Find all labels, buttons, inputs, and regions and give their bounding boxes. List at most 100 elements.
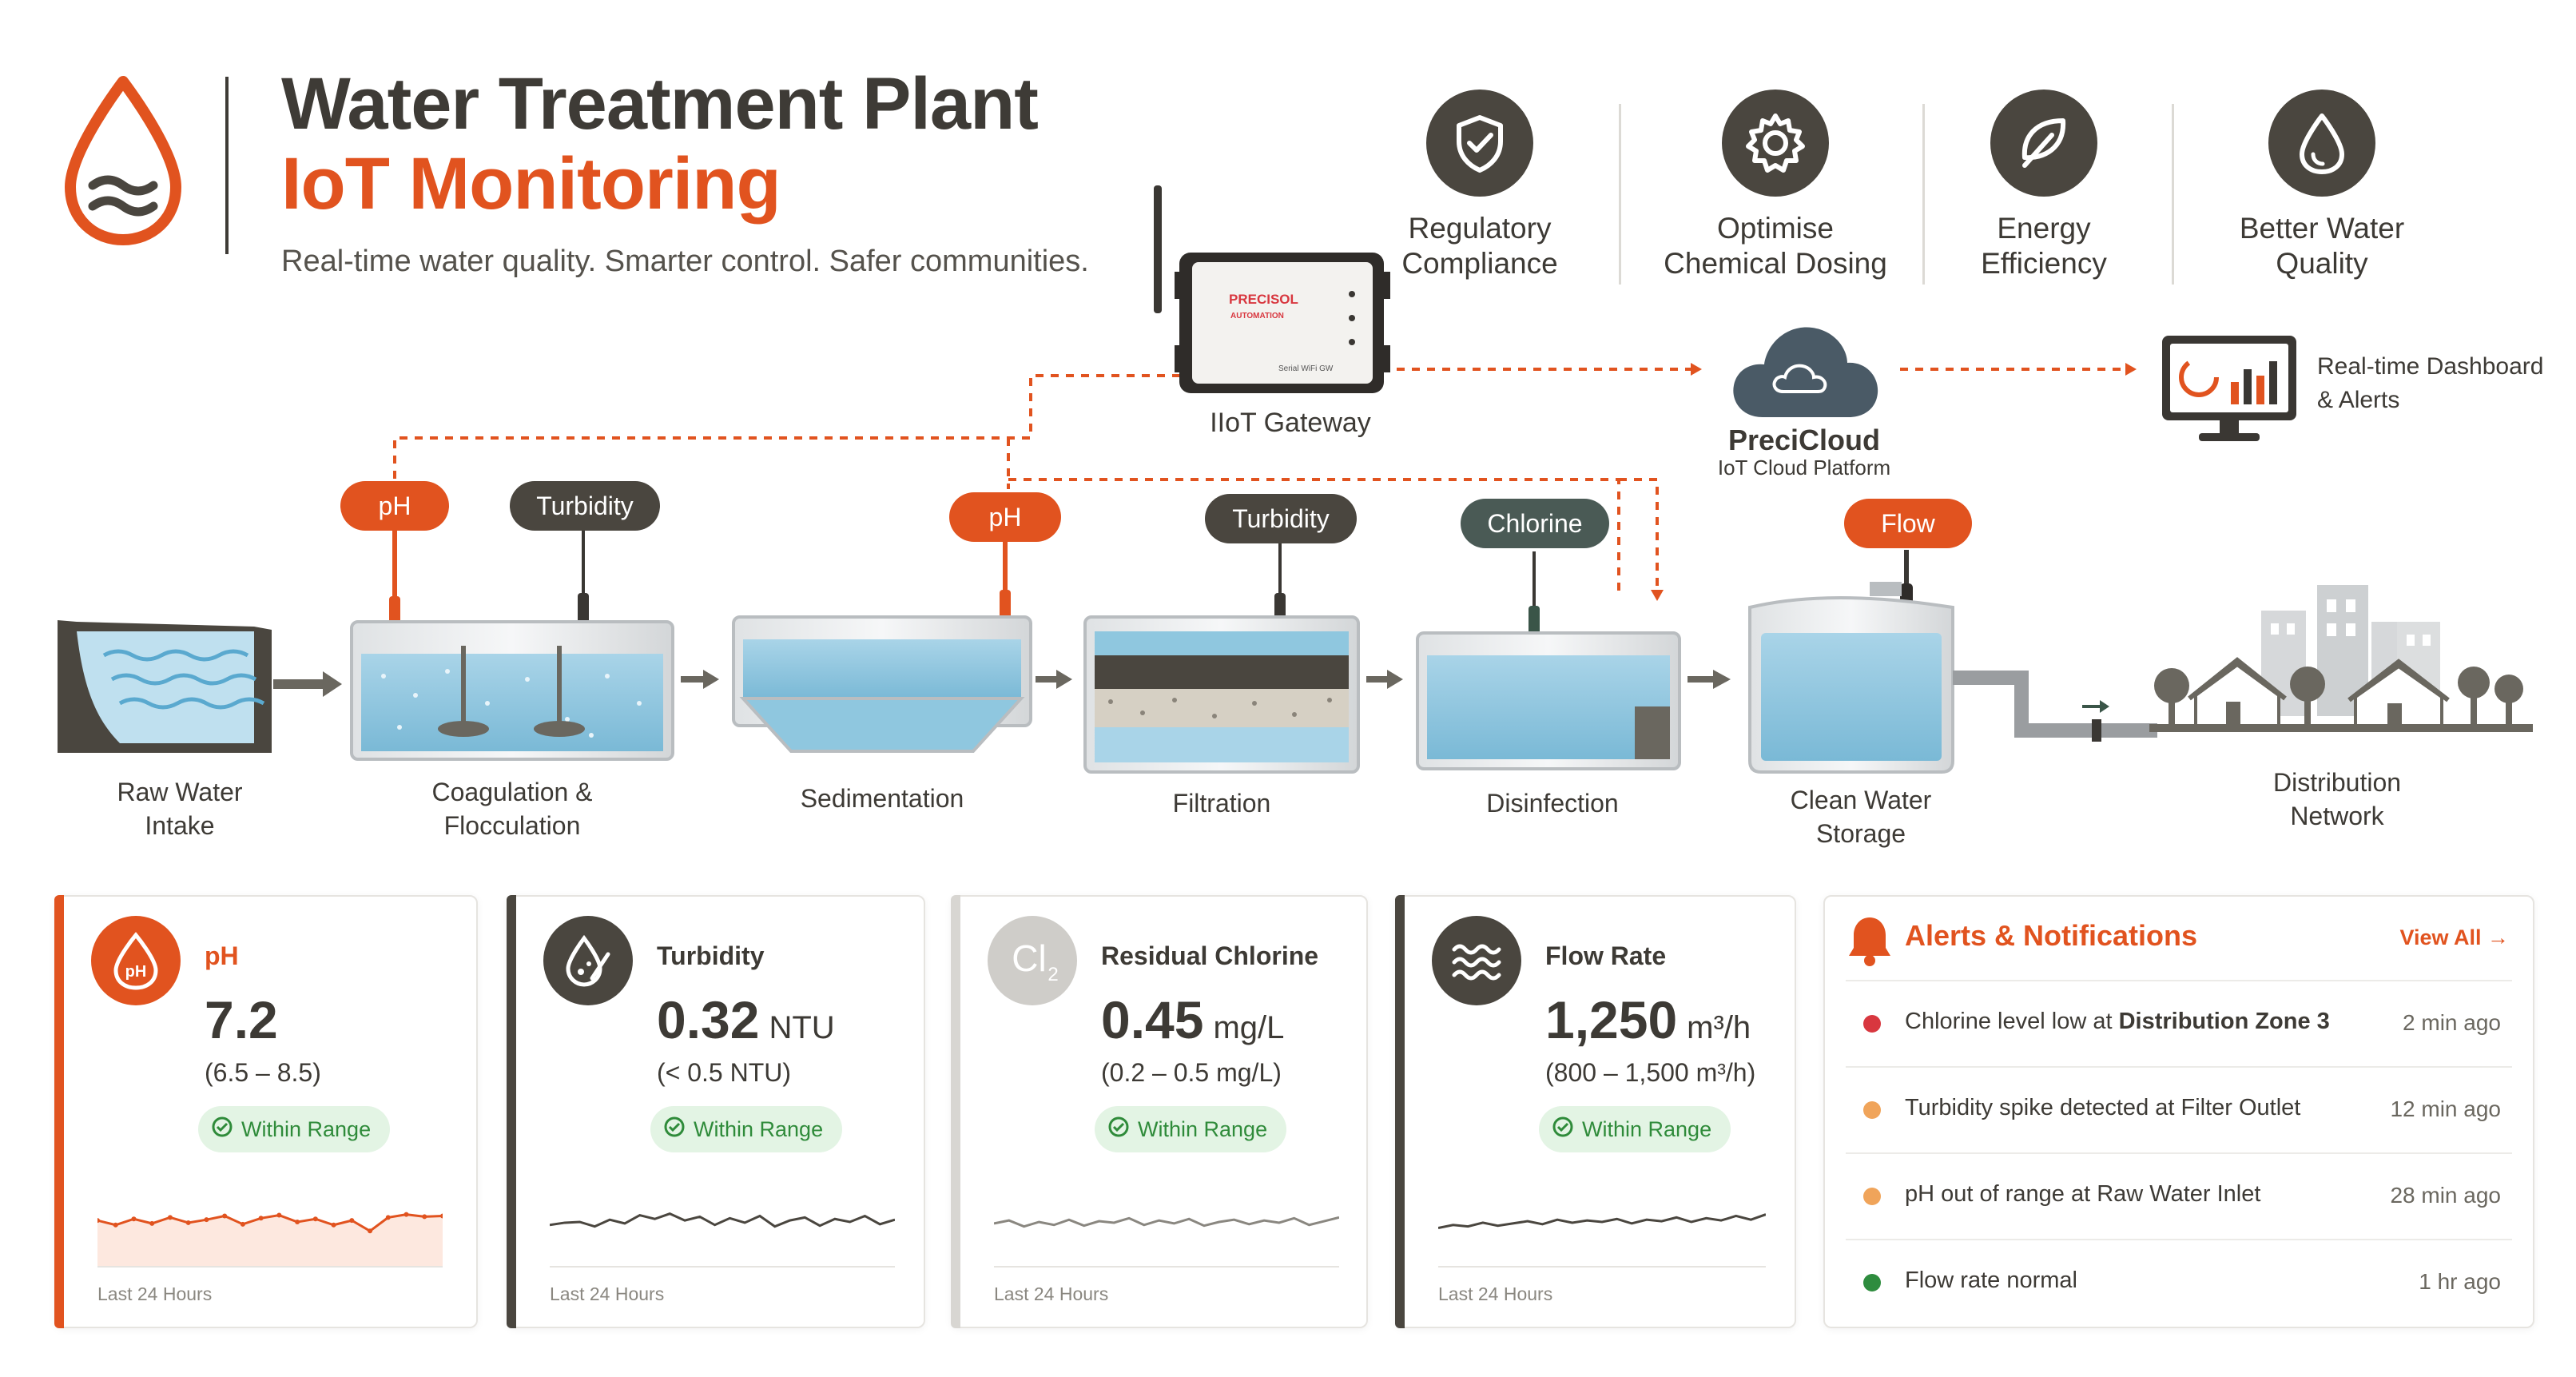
sparkline-point <box>97 1218 100 1224</box>
dashboard-label-line: & Alerts <box>2317 387 2400 413</box>
svg-text:Cl: Cl <box>1012 937 1046 979</box>
alert-message: Flow rate normal <box>1905 1268 2077 1293</box>
alert-severity-dot <box>1863 1188 1881 1205</box>
sparkline-area <box>97 1214 443 1268</box>
metric-card-turbidity[interactable]: Turbidity 0.32 NTU (< 0.5 NTU) Within Ran… <box>507 895 925 1328</box>
waves-icon <box>1432 916 1521 1005</box>
alert-item[interactable]: Turbidity spike detected at Filter Outle… <box>1846 1066 2512 1151</box>
benefit-label: Quality <box>2276 247 2368 280</box>
metric-card-flow-rate[interactable]: Flow Rate 1,250 m³/h (800 – 1,500 m³/h) W… <box>1395 895 1796 1328</box>
sensor-ph-2: pH <box>949 492 1061 542</box>
drops-gauge-icon <box>543 916 633 1005</box>
alert-item[interactable]: pH out of range at Raw Water Inlet 28 mi… <box>1846 1152 2512 1237</box>
benefit-label: Better Water <box>2239 212 2405 245</box>
stage-label-line: Filtration <box>1172 789 1271 818</box>
metric-card-residual-chlorine[interactable]: Cl 2 Residual Chlorine 0.45 mg/L (0.2 – 0.… <box>951 895 1368 1328</box>
sparkline-point <box>331 1222 336 1228</box>
check-circle-icon <box>663 1116 686 1144</box>
benefit-divider <box>1922 104 1925 285</box>
alert-severity-dot <box>1863 1274 1881 1291</box>
cloud-icon <box>1726 318 1882 426</box>
storage-tank-icon <box>1748 582 1954 774</box>
benefit-label: Energy <box>1997 212 2091 245</box>
tagline: Real-time water quality. Smarter control… <box>281 245 1089 278</box>
stage-label-line: Raw Water <box>117 778 243 806</box>
view-all-link[interactable]: View All → <box>2399 925 2509 949</box>
card-title: Residual Chlorine <box>1101 941 1319 970</box>
stage-label-line: Disinfection <box>1486 789 1619 818</box>
status-badge: Within Range <box>650 1106 843 1152</box>
cloud-name: PreciCloud <box>1727 424 1881 456</box>
stage-label-line: Network <box>2290 802 2384 830</box>
sparkline-chart <box>97 1212 443 1268</box>
status-label: Within Range <box>241 1116 372 1141</box>
alert-message: pH out of range at Raw Water Inlet <box>1905 1181 2261 1207</box>
cloud-subtitle: IoT Cloud Platform <box>1717 456 1891 480</box>
card-title: Turbidity <box>657 941 765 970</box>
sparkline-point <box>258 1216 264 1221</box>
gear-icon <box>1722 90 1829 197</box>
card-value-number: 7.2 <box>205 990 278 1049</box>
card-footer: Last 24 Hours <box>550 1283 665 1304</box>
card-title: pH <box>205 941 239 970</box>
alert-severity-dot <box>1863 1015 1881 1033</box>
page-title: Water Treatment Plant <box>281 63 1039 145</box>
sparkline-point <box>240 1221 245 1227</box>
sparkline-series <box>550 1212 895 1228</box>
alert-item[interactable]: Chlorine level low at Distribution Zone … <box>1846 980 2512 1065</box>
check-circle-icon <box>1552 1116 1574 1144</box>
ph-drop-icon: pH <box>91 916 181 1005</box>
sparkline-point <box>295 1220 300 1224</box>
alert-message-location: Distribution Zone 3 <box>2118 1009 2330 1034</box>
alert-time: 28 min ago <box>2390 1183 2501 1208</box>
stage-label-line: Flocculation <box>443 811 581 840</box>
alert-item[interactable]: Flow rate normal 1 hr ago <box>1846 1239 2512 1323</box>
coagulation-tank-icon <box>350 620 674 761</box>
svg-text:AUTOMATION: AUTOMATION <box>1230 312 1284 320</box>
shield-check-icon <box>1426 90 1533 197</box>
card-range: (6.5 – 8.5) <box>205 1058 321 1087</box>
sparkline-chart <box>994 1216 1339 1268</box>
stage-label-line: Sedimentation <box>800 784 964 813</box>
page-subtitle: IoT Monitoring <box>281 143 781 225</box>
raw-water-intake-icon <box>58 620 272 753</box>
check-circle-icon <box>211 1116 233 1144</box>
stage-label-line: Coagulation & <box>431 778 593 806</box>
dashboard-monitor-icon <box>2159 332 2300 450</box>
svg-text:PRECISOL: PRECISOL <box>1229 292 1298 307</box>
status-label: Within Range <box>694 1116 824 1141</box>
sparkline-series <box>1438 1213 1766 1229</box>
benefit-regulatory-compliance: Regulatory Compliance <box>1360 90 1600 281</box>
benefit-divider <box>2172 104 2174 285</box>
stage-label-disinfection: Disinfection <box>1453 786 1652 820</box>
benefit-divider <box>1619 104 1621 285</box>
sparkline-point <box>185 1220 191 1225</box>
card-title: Flow Rate <box>1545 941 1667 970</box>
water-drop-icon <box>2268 90 2375 197</box>
card-accent-bar <box>507 895 516 1328</box>
benefit-better-water-quality: Better Water Quality <box>2202 90 2442 281</box>
metric-card-ph[interactable]: pH pH 7.2 (6.5 – 8.5) Within Range Last … <box>54 895 478 1328</box>
leaf-icon <box>1990 90 2097 197</box>
alert-time: 2 min ago <box>2403 1010 2501 1035</box>
alert-message: Chlorine level low at Distribution Zone … <box>1905 1009 2330 1035</box>
dashboard-label: Real-time Dashboard & Alerts <box>2317 350 2543 417</box>
alert-time: 12 min ago <box>2390 1096 2501 1121</box>
alert-time: 1 hr ago <box>2419 1269 2501 1294</box>
benefit-label: Efficiency <box>1981 247 2107 280</box>
card-accent-bar <box>1395 895 1405 1328</box>
sparkline-point <box>204 1217 209 1223</box>
sensor-flow: Flow <box>1844 499 1972 548</box>
card-accent-bar <box>951 895 960 1328</box>
benefit-label: Compliance <box>1401 247 1558 280</box>
alerts-panel: Alerts & Notifications View All → Chlori… <box>1823 895 2534 1328</box>
cl2-icon: Cl 2 <box>988 916 1077 1005</box>
sparkline-point <box>422 1214 427 1220</box>
stage-label-distribution: Distribution Network <box>2237 766 2437 833</box>
sensor-ph-1: pH <box>340 481 449 531</box>
sparkline-point <box>276 1212 282 1218</box>
svg-text:pH: pH <box>125 963 147 981</box>
sparkline-point <box>440 1213 443 1219</box>
